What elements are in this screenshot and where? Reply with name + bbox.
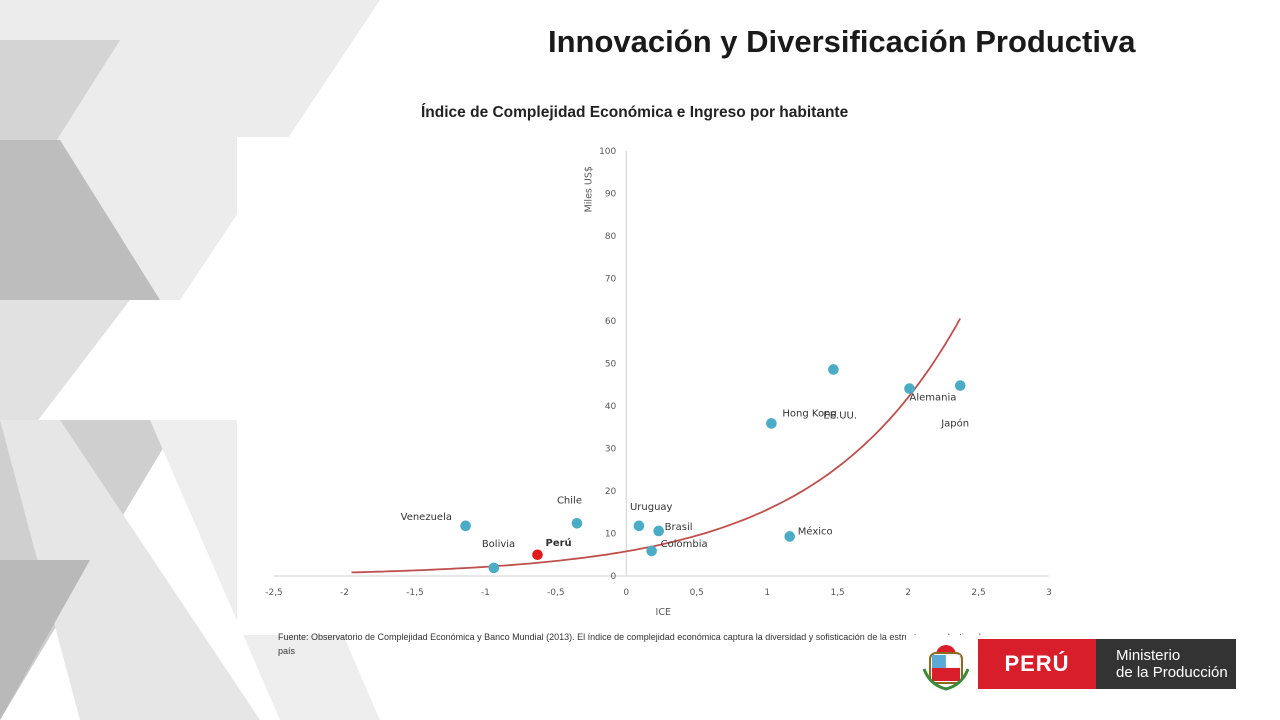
x-tick-label: -0,5 — [547, 588, 565, 598]
y-tick-label: 10 — [605, 530, 617, 540]
x-tick-label: 0 — [623, 588, 629, 598]
point-label-bolivia: Bolivia — [482, 539, 515, 550]
chart-panel: -2,5 -2 -1,5 -1 -0,5 0 0,5 1 1,5 2 2,5 3 0 10 20 30 40 50… — [237, 137, 1067, 635]
point-label-alemania: Alemania — [910, 393, 957, 404]
x-tick-label: 1,5 — [830, 588, 844, 598]
x-tick-label: 1 — [764, 588, 770, 598]
point-alemania — [904, 383, 915, 394]
point-ee-uu — [828, 364, 839, 375]
point-japon — [954, 380, 966, 391]
x-tick-label: -2,5 — [265, 588, 283, 598]
y-tick-label: 0 — [611, 572, 617, 582]
ministry-line-1: Ministerio — [1116, 647, 1181, 664]
y-tick-label: 30 — [605, 445, 617, 455]
y-tick-label: 50 — [605, 360, 617, 370]
x-tick-label: 0,5 — [690, 588, 704, 598]
x-tick-label: -1,5 — [406, 588, 424, 598]
source-note: Fuente: Observatorio de Complejidad Econ… — [278, 632, 999, 656]
y-tick-label: 20 — [605, 487, 617, 497]
point-label-brasil: Brasil — [665, 522, 693, 533]
x-tick-label: 2 — [905, 588, 911, 598]
chart-title: Índice de Complejidad Económica e Ingres… — [421, 104, 849, 121]
x-tick-label: 3 — [1046, 588, 1052, 598]
trendline — [351, 318, 961, 574]
scatter-chart: -2,5 -2 -1,5 -1 -0,5 0 0,5 1 1,5 2 2,5 301020304050… — [265, 147, 1052, 618]
point-label-mexico: México — [798, 525, 833, 537]
y-tick-label: 100 — [599, 147, 616, 157]
y-tick-label: 60 — [605, 317, 617, 327]
x-tick-label: -1 — [481, 588, 490, 598]
point-label-venezuela: Venezuela — [401, 512, 452, 523]
point-label-hong-kong: Hong Kong — [782, 408, 836, 419]
x-tick-label: 2,5 — [971, 588, 985, 598]
y-tick-label: 80 — [605, 232, 617, 242]
slide-title: Innovación y Diversificación Productiva — [548, 24, 1136, 59]
point-mexico — [784, 531, 796, 542]
y-tick-label: 70 — [605, 275, 617, 285]
point-bolivia — [488, 562, 500, 574]
ministry-logo: PERÚ Ministerio de la Producción — [906, 635, 1246, 693]
point-label-peru: Perú — [546, 537, 572, 549]
y-tick-label: 90 — [605, 190, 617, 200]
point-label-colombia: Colombia — [661, 539, 708, 550]
peru-badge: PERÚ — [978, 639, 1096, 689]
point-label-uruguay: Uruguay — [630, 502, 673, 513]
x-tick-label: -2 — [340, 588, 349, 598]
ministry-line-2: de la Producción — [1116, 664, 1228, 681]
point-peru — [532, 549, 543, 561]
point-brasil — [653, 525, 664, 537]
point-chile — [571, 518, 583, 529]
point-label-japon: Japón — [940, 418, 969, 430]
x-axis-title: ICE — [656, 607, 671, 618]
ministry-badge: Ministerio de la Producción — [1096, 639, 1236, 689]
point-hong-kong — [766, 418, 777, 429]
point-label-chile: Chile — [557, 495, 582, 506]
point-label-ee-uu: EE.UU. — [823, 410, 857, 421]
point-colombia — [646, 545, 657, 557]
point-venezuela — [460, 520, 471, 532]
y-axis-title: Miles US$ — [583, 166, 594, 212]
point-uruguay — [633, 520, 645, 532]
y-tick-label: 40 — [605, 402, 617, 412]
coat-of-arms-icon — [922, 645, 970, 691]
